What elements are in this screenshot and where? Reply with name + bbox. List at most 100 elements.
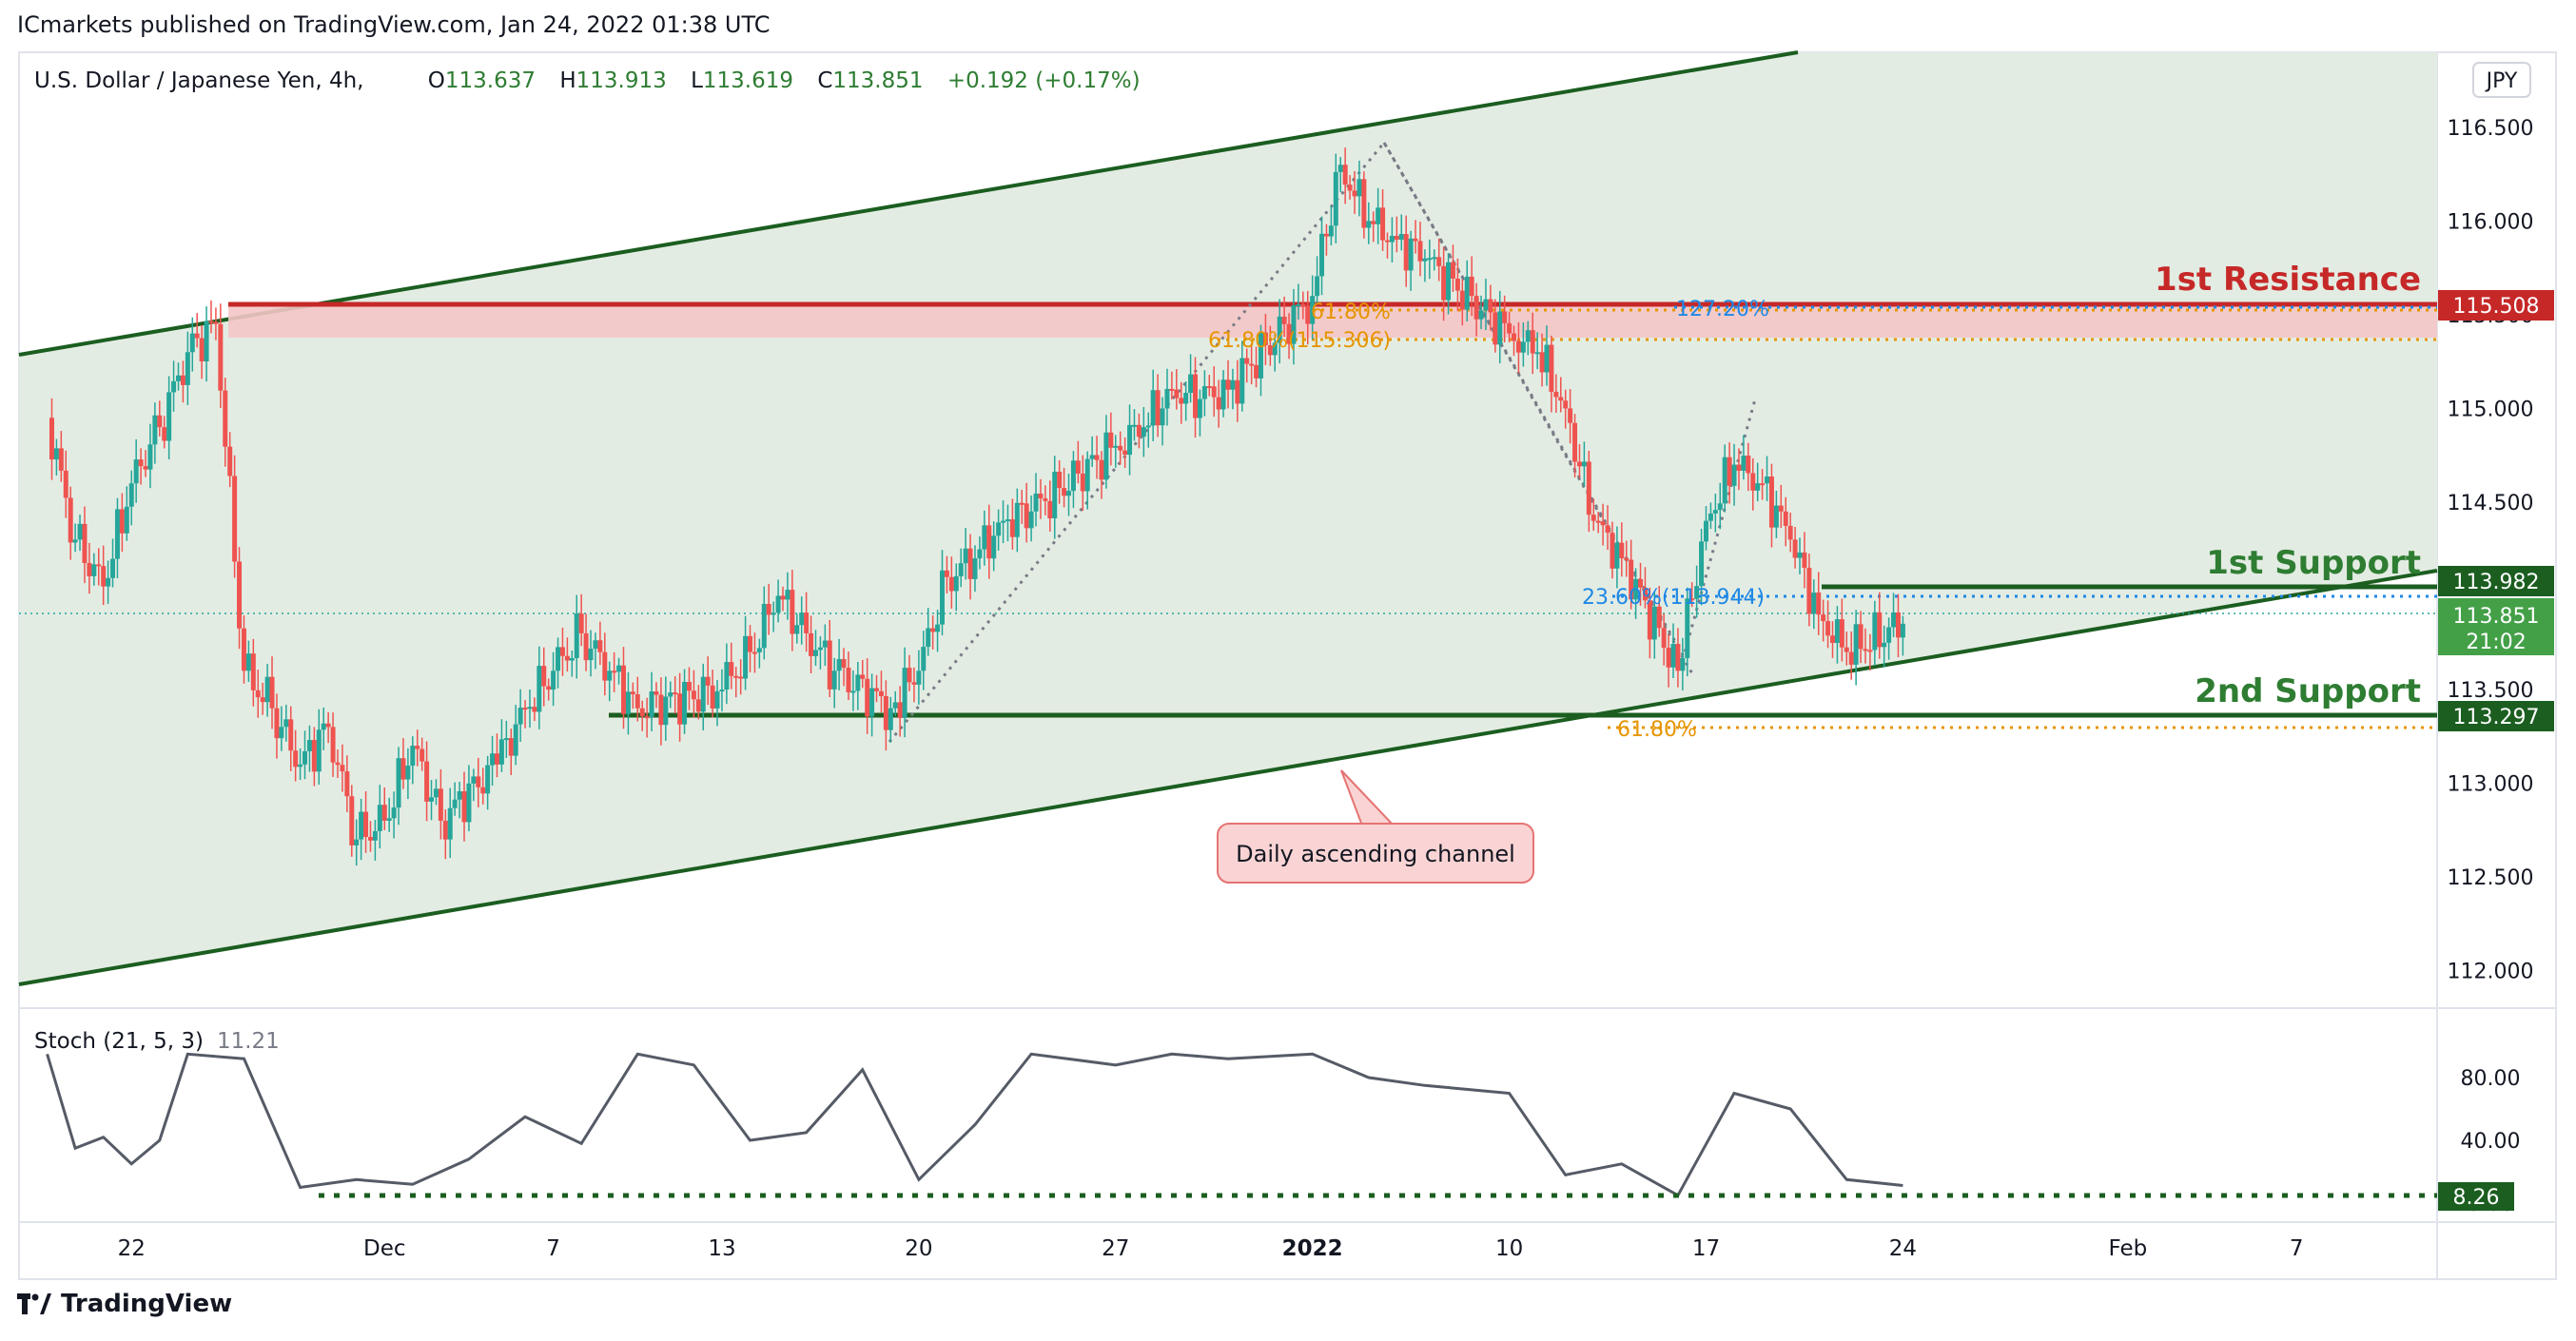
candle-body xyxy=(790,590,795,634)
candle-body xyxy=(1033,494,1039,512)
candle-body xyxy=(1848,651,1854,665)
currency-button[interactable] xyxy=(2472,62,2531,98)
candle-body xyxy=(171,380,177,393)
candle-body xyxy=(1094,455,1100,460)
candle-body xyxy=(400,758,406,780)
candle-body xyxy=(166,392,172,441)
candle-body xyxy=(335,762,341,766)
candle-body xyxy=(1787,525,1793,540)
candle-body xyxy=(1103,432,1109,480)
channel-lower-line[interactable] xyxy=(18,569,2438,986)
candle-body xyxy=(588,649,594,661)
ohlc-h-label: H xyxy=(559,68,576,93)
candle-body xyxy=(1717,503,1723,511)
candle-body xyxy=(480,787,486,794)
candle-body xyxy=(1384,240,1390,243)
candle-body xyxy=(476,776,481,787)
time-axis[interactable]: 22 Dec 7 13 20 27 2022 10 17 24 Feb 7 xyxy=(118,1236,2304,1261)
ohlc-o-value: 113.637 xyxy=(445,68,536,93)
candle-body xyxy=(1834,619,1840,644)
candle-body xyxy=(809,632,814,656)
candle-body xyxy=(185,352,190,385)
candle-body xyxy=(442,820,448,840)
candle-body xyxy=(668,692,673,697)
candle-body xyxy=(1563,400,1569,409)
footer-brand[interactable]: TradingView xyxy=(17,1290,232,1318)
candle-body xyxy=(279,727,284,739)
candle-body xyxy=(1530,330,1535,354)
price-axis-tick: 113.000 xyxy=(2448,773,2534,797)
price-candles xyxy=(49,147,1905,866)
candle-body xyxy=(986,525,992,559)
candle-body xyxy=(865,678,870,717)
candle-body xyxy=(298,764,303,768)
candle-body xyxy=(1647,600,1652,640)
time-axis-tick: 17 xyxy=(1692,1236,1720,1261)
candle-body xyxy=(429,797,435,802)
candle-body xyxy=(977,549,983,559)
candle-body xyxy=(1272,342,1278,356)
candle-body xyxy=(564,655,570,661)
candle-body xyxy=(846,668,851,692)
candle-body xyxy=(1328,225,1334,237)
candle-body xyxy=(344,771,350,797)
candle-body xyxy=(1746,456,1751,474)
candle-body xyxy=(677,693,683,725)
candle-body xyxy=(1821,614,1826,622)
candle-body xyxy=(424,761,430,802)
candle-body xyxy=(1685,598,1690,658)
candle-body xyxy=(892,702,898,709)
candle-body xyxy=(1858,624,1864,650)
channel-callout-box[interactable] xyxy=(1217,823,1534,884)
candle-body xyxy=(1206,386,1212,389)
candle-body xyxy=(822,640,828,648)
candle-body xyxy=(1619,542,1625,559)
badge-current: 113.851 xyxy=(2453,605,2540,629)
candle-body xyxy=(53,448,59,460)
time-axis-tick: 27 xyxy=(1102,1236,1129,1261)
price-axis[interactable]: 116.500116.000115.500115.000114.500113.5… xyxy=(2448,117,2534,984)
candle-body xyxy=(1220,379,1226,410)
candle-body xyxy=(77,523,83,540)
badge-resistance: 115.508 xyxy=(2453,295,2540,319)
candle-body xyxy=(751,651,757,654)
candle-body xyxy=(907,668,912,683)
ohlc-c-label: C xyxy=(817,68,832,93)
stoch-axis-tick: 80.00 xyxy=(2461,1067,2521,1091)
candle-body xyxy=(1614,542,1620,569)
time-axis-tick: 7 xyxy=(546,1236,560,1261)
candle-body xyxy=(855,674,861,691)
ohlc-change: +0.192 (+0.17%) xyxy=(947,68,1141,93)
candle-body xyxy=(321,723,326,730)
candle-body xyxy=(241,628,246,671)
candle-body xyxy=(1230,379,1236,390)
candle-body xyxy=(1760,483,1766,486)
candle-body xyxy=(1127,424,1133,456)
candle-body xyxy=(1581,461,1587,467)
candle-body xyxy=(602,651,608,681)
candle-body xyxy=(1886,627,1892,643)
candle-body xyxy=(1839,619,1844,648)
candle-body xyxy=(541,666,547,687)
candle-body xyxy=(1512,333,1517,341)
badge-countdown: 21:02 xyxy=(2466,631,2526,654)
candle-body xyxy=(438,788,443,821)
candle-body xyxy=(1661,628,1667,649)
candle-body xyxy=(1057,472,1063,489)
candle-body xyxy=(367,837,373,841)
candle-body xyxy=(162,427,167,441)
candle-body xyxy=(1699,541,1705,587)
candle-body xyxy=(1600,521,1606,526)
candle-body xyxy=(658,694,664,726)
candle-body xyxy=(1722,457,1727,504)
candle-body xyxy=(1783,511,1788,526)
price-axis-tick: 114.500 xyxy=(2448,492,2534,515)
candle-body xyxy=(1446,262,1452,301)
candle-body xyxy=(1488,299,1493,313)
candle-body xyxy=(963,548,968,564)
candle-body xyxy=(1024,503,1029,529)
candle-body xyxy=(330,727,336,763)
candle-body xyxy=(733,675,739,678)
callout-pointer xyxy=(1340,769,1396,826)
